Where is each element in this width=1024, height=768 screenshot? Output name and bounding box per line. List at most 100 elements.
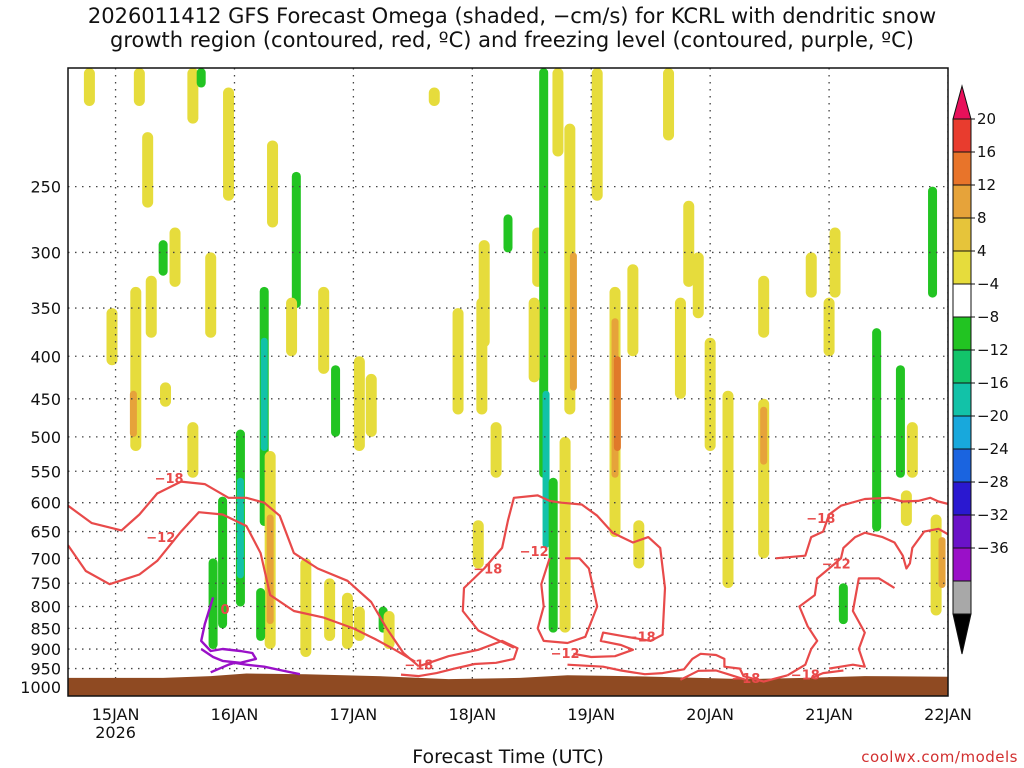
y-tick-label: 700	[30, 549, 61, 568]
omega-shade-30	[256, 588, 266, 641]
colorbar-label: 8	[977, 209, 987, 227]
omega-shade-42	[472, 520, 484, 569]
x-tick-sublabel: 2026	[95, 723, 136, 742]
colorbar-label: −8	[977, 308, 999, 326]
colorbar-bottom-triangle	[952, 613, 972, 655]
x-tick-label: 19JAN	[567, 705, 615, 724]
omega-shade-53	[591, 68, 603, 201]
omega-shade-75	[838, 583, 848, 625]
omega-shade-32	[324, 578, 336, 641]
y-tick-label: 600	[30, 494, 61, 513]
y-tick-label: 950	[30, 660, 61, 679]
y-tick-label: 800	[30, 598, 61, 617]
colorbar-segment-11	[952, 448, 972, 483]
colorbar-segment-15	[952, 580, 972, 615]
terrain-fill	[68, 673, 948, 696]
contour-label: −18	[731, 672, 760, 687]
omega-shade-12	[205, 252, 217, 338]
omega-shade-20	[353, 356, 365, 452]
dgz-contour-10	[828, 577, 896, 670]
omega-shade-68	[805, 252, 817, 298]
omega-shade-4	[142, 132, 154, 208]
omega-shade-46	[542, 390, 550, 548]
omega-shade-0	[83, 68, 95, 107]
colorbar-segment-5	[952, 250, 972, 285]
omega-shade-10	[106, 308, 118, 366]
dgz-contour-7	[810, 669, 844, 679]
colorbar-segment-4	[952, 217, 972, 252]
y-tick-label: 850	[30, 619, 61, 638]
omega-shade-72	[895, 365, 905, 478]
omega-shade-21	[365, 373, 377, 437]
omega-shade-2	[187, 68, 199, 124]
omega-shade-63	[704, 337, 716, 452]
y-tick-label: 750	[30, 574, 61, 593]
colorbar-label: −16	[977, 374, 1009, 392]
omega-shade-52	[559, 436, 571, 633]
contour-label: −18	[791, 668, 820, 683]
colorbar-segment-7	[952, 316, 972, 351]
omega-shade-76	[928, 186, 938, 298]
plot-background	[68, 68, 948, 696]
colorbar-label: −32	[977, 506, 1009, 524]
contour-label: −12	[520, 545, 549, 560]
omega-shade-33	[341, 592, 353, 650]
contour-label: −18	[155, 472, 184, 487]
dgz-contour-3	[461, 494, 667, 659]
omega-shade-47	[528, 297, 540, 383]
omega-shade-1	[133, 68, 145, 107]
y-tick-label: 450	[30, 390, 61, 409]
y-tick-label: 650	[30, 523, 61, 542]
omega-shade-74	[900, 490, 912, 526]
omega-shade-13	[187, 422, 199, 478]
omega-shade-71	[872, 328, 882, 532]
freezing-level-closed-contour	[199, 597, 258, 664]
colorbar-label: −20	[977, 407, 1009, 425]
x-tick-label: 16JAN	[211, 705, 259, 724]
chart-title-line-1: 2026011412 GFS Forecast Omega (shaded, −…	[87, 4, 937, 28]
omega-shade-45	[539, 68, 549, 478]
dgz-contour-0	[68, 480, 420, 668]
colorbar-label: 16	[977, 143, 996, 161]
colorbar-segment-3	[952, 184, 972, 219]
colorbar-segment-12	[952, 481, 972, 516]
omega-shade-78	[938, 537, 946, 589]
colorbar-segment-1	[952, 118, 972, 153]
colorbar-label: 12	[977, 176, 996, 194]
colorbar-segment-10	[952, 415, 972, 450]
omega-shade-61	[674, 297, 686, 399]
contour-label: −18	[404, 659, 433, 674]
omega-shade-15	[267, 140, 279, 228]
colorbar-label: −12	[977, 341, 1009, 359]
x-tick-label: 17JAN	[330, 705, 378, 724]
colorbar-label: −28	[977, 473, 1009, 491]
omega-shade-5	[158, 240, 168, 276]
omega-shade-58	[633, 520, 645, 569]
colorbar-segment-9	[952, 382, 972, 417]
contour-label: −12	[551, 647, 580, 662]
omega-shade-7	[145, 275, 157, 338]
omega-shade-29	[266, 514, 274, 625]
colorbar-label: 20	[977, 110, 996, 128]
x-axis-label: Forecast Time (UTC)	[412, 746, 604, 768]
omega-shade-66	[760, 406, 768, 465]
y-tick-label: 300	[30, 243, 61, 262]
omega-shade-31	[300, 558, 312, 657]
omega-shade-16	[291, 171, 301, 309]
dgz-contour-2	[400, 639, 519, 678]
dgz-contour-9	[775, 496, 948, 560]
omega-shade-62	[692, 252, 704, 319]
omega-shade-69	[823, 297, 835, 357]
omega-shade-14	[223, 87, 235, 201]
omega-shade-49	[552, 68, 564, 157]
colorbar-label: 4	[977, 242, 987, 260]
credit-text: coolwx.com/models	[861, 748, 1018, 766]
x-tick-label: 18JAN	[448, 705, 496, 724]
omega-shade-48	[548, 477, 558, 633]
colorbar-top-triangle	[952, 84, 972, 120]
y-tick-label: 550	[30, 462, 61, 481]
x-tick-label: 15JAN	[92, 705, 140, 724]
y-tick-label: 500	[30, 428, 61, 447]
omega-shade-60	[683, 200, 695, 287]
